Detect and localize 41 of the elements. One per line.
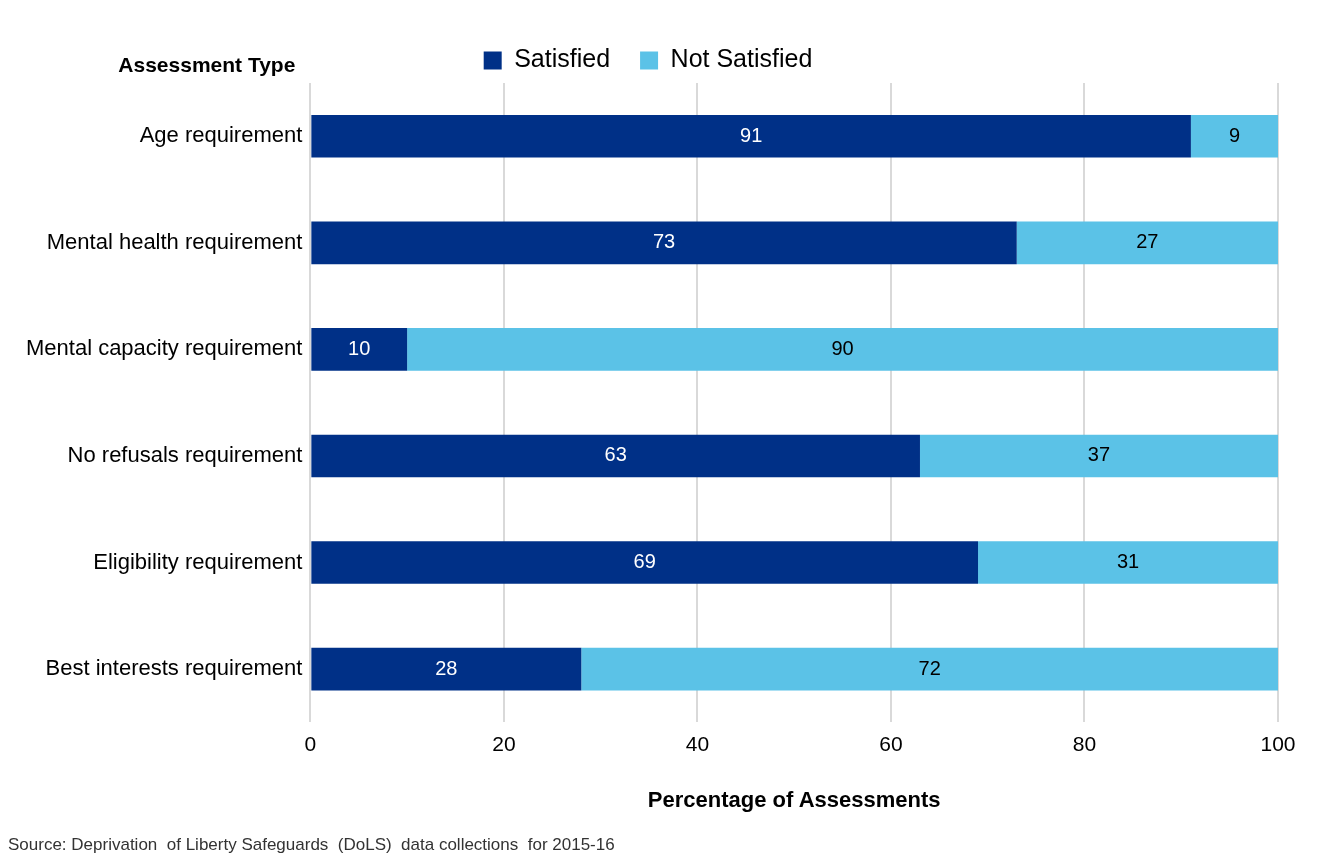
y-tick-label: Age requirement <box>139 122 303 148</box>
bar <box>1190 114 1278 158</box>
source-note: Source: Deprivation of Liberty Safeguards (DoLS) data collections for 2015-16 <box>8 835 615 855</box>
data-label: 63 <box>604 443 627 466</box>
y-tick-label: Mental capacity requirement <box>25 335 303 361</box>
bar <box>978 541 1278 584</box>
legend-label: Satisfied <box>514 44 611 73</box>
data-label: 9 <box>1228 123 1241 146</box>
data-label: 37 <box>1087 443 1111 466</box>
y-axis-title: Assessment Type <box>118 53 296 77</box>
bar <box>311 434 920 478</box>
data-label: 72 <box>918 656 941 679</box>
x-tick-label: 80 <box>1072 731 1097 755</box>
bar <box>311 114 1191 158</box>
y-tick-label: Eligibility requirement <box>93 548 303 574</box>
x-tick-label: 100 <box>1260 731 1296 755</box>
bar <box>919 434 1278 478</box>
x-tick-label: 20 <box>492 731 516 755</box>
bar <box>311 328 408 371</box>
y-tick-label: No refusals requirement <box>67 442 303 468</box>
bar <box>311 541 979 584</box>
data-label: 28 <box>435 656 458 679</box>
bar <box>407 328 1278 371</box>
data-label: 31 <box>1116 550 1140 573</box>
bar <box>311 647 582 691</box>
x-tick-label: 0 <box>304 731 317 755</box>
x-tick-label: 40 <box>685 731 710 755</box>
bar <box>1016 221 1278 265</box>
data-label: 90 <box>831 336 854 359</box>
y-tick-label: Mental health requirement <box>46 228 303 254</box>
data-label: 27 <box>1136 230 1159 253</box>
data-label: 91 <box>740 123 763 146</box>
bar <box>311 221 1017 265</box>
x-tick-label: 60 <box>879 731 903 755</box>
data-label: 10 <box>348 336 371 359</box>
bar <box>581 647 1278 691</box>
y-tick-label: Best interests requirement <box>45 655 303 681</box>
x-axis-title: Percentage of Assessments <box>647 786 941 812</box>
data-label: 69 <box>633 550 656 573</box>
data-label: 73 <box>652 230 676 253</box>
legend-label: Not Satisfied <box>670 44 813 73</box>
